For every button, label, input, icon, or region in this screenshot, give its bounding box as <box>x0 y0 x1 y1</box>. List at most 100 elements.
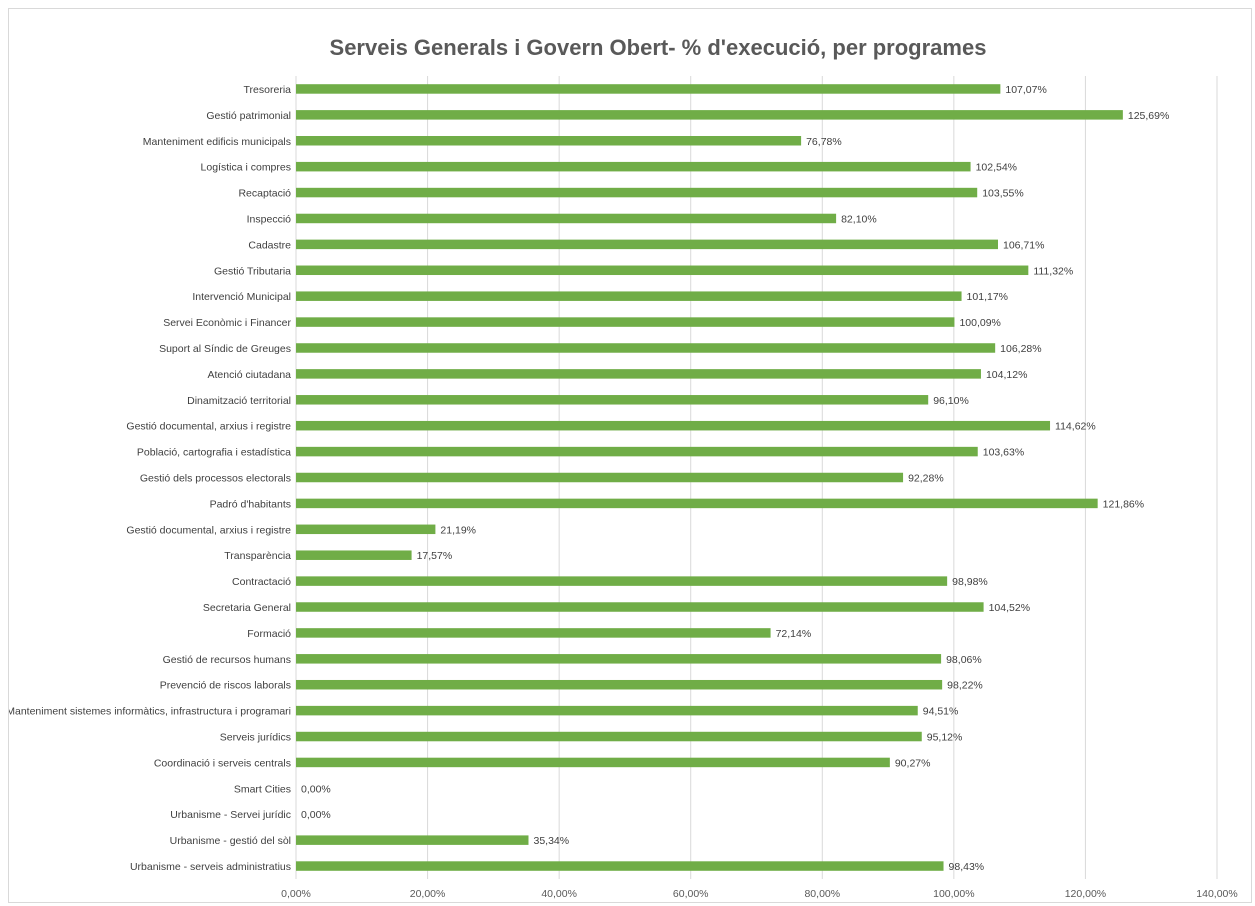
bar <box>296 835 529 845</box>
x-tick-label: 100,00% <box>933 888 974 900</box>
bar <box>296 187 978 198</box>
bar <box>296 446 978 457</box>
bar <box>296 705 918 716</box>
data-label: 103,63% <box>983 447 1024 459</box>
category-label: Serveis jurídics <box>220 732 291 744</box>
bar <box>296 576 948 586</box>
data-label: 76,78% <box>806 136 842 148</box>
category-label: Gestió documental, arxius i registre <box>126 421 291 433</box>
category-label: Padró d'habitants <box>210 498 291 510</box>
bar-chart: Serveis Generals i Govern Obert- % d'exe… <box>9 35 1238 900</box>
data-label: 106,28% <box>1000 343 1041 355</box>
bar <box>296 861 944 871</box>
category-label: Tresoreria <box>244 84 292 96</box>
data-label: 98,06% <box>946 654 982 666</box>
category-label: Prevenció de riscos laborals <box>160 680 291 692</box>
data-label: 114,62% <box>1055 421 1096 433</box>
category-label: Gestió dels processos electorals <box>140 473 291 485</box>
x-tick-label: 60,00% <box>673 888 709 900</box>
category-label: Atenció ciutadana <box>208 369 292 381</box>
bar <box>296 291 962 301</box>
data-label: 90,27% <box>895 757 931 769</box>
bar <box>296 550 412 560</box>
bar <box>296 679 943 690</box>
bar <box>296 343 996 353</box>
category-label: Servei Econòmic i Financer <box>163 317 291 329</box>
data-label: 98,98% <box>952 576 988 588</box>
bar <box>296 161 971 172</box>
bar <box>296 239 998 250</box>
bar <box>296 498 1098 509</box>
bar <box>296 757 890 768</box>
bar <box>296 654 942 664</box>
data-label: 98,22% <box>947 680 983 692</box>
category-label: Manteniment edificis municipals <box>143 136 291 148</box>
x-tick-label: 40,00% <box>541 888 577 900</box>
x-tick-label: 140,00% <box>1196 888 1237 900</box>
x-tick-label: 80,00% <box>804 888 840 900</box>
category-label: Intervenció Municipal <box>192 291 291 303</box>
data-label: 0,00% <box>301 783 331 795</box>
bar <box>296 602 984 612</box>
category-label: Gestió Tributaria <box>214 265 291 277</box>
category-label: Urbanisme - serveis administratius <box>130 861 291 873</box>
data-label: 82,10% <box>841 213 877 225</box>
data-label: 104,12% <box>986 369 1027 381</box>
category-label: Contractació <box>232 576 291 588</box>
bar <box>296 317 955 327</box>
bar <box>296 84 1001 94</box>
data-label: 111,32% <box>1033 265 1073 277</box>
bar <box>296 136 802 146</box>
category-label: Recaptació <box>238 188 291 200</box>
x-tick-label: 120,00% <box>1065 888 1106 900</box>
data-label: 106,71% <box>1003 239 1044 251</box>
category-label: Urbanisme - Servei jurídic <box>170 809 291 821</box>
x-tick-label: 20,00% <box>410 888 446 900</box>
bar <box>296 472 904 483</box>
data-label: 104,52% <box>989 602 1030 614</box>
category-label: Transparència <box>224 550 291 562</box>
category-label: Gestió documental, arxius i registre <box>126 524 291 536</box>
category-label: Gestió patrimonial <box>206 110 291 122</box>
data-label: 92,28% <box>908 473 944 485</box>
category-label: Urbanisme - gestió del sòl <box>170 835 291 847</box>
category-label: Cadastre <box>248 239 291 251</box>
category-label: Dinamització territorial <box>187 395 291 407</box>
bar <box>296 420 1051 431</box>
category-label: Logística i compres <box>201 162 291 174</box>
bar <box>296 110 1123 120</box>
data-label: 17,57% <box>417 550 453 562</box>
data-label: 101,17% <box>967 291 1008 303</box>
category-label: Coordinació i serveis centrals <box>154 757 291 769</box>
x-axis-tick-labels: 0,00% 20,00% 40,00% 60,00% 80,00% 100,00% 120,… <box>281 888 1238 900</box>
data-label: 0,00% <box>301 809 331 821</box>
category-label: Formació <box>247 628 291 640</box>
data-label: 98,43% <box>949 861 985 873</box>
x-tick-label: 0,00% <box>281 888 311 900</box>
chart-area: Serveis Generals i Govern Obert- % d'exe… <box>8 8 1252 903</box>
bar <box>296 731 922 742</box>
category-label: Inspecció <box>247 213 292 225</box>
category-label: Manteniment sistemes informàtics, infras… <box>9 706 291 718</box>
category-label: Gestió de recursos humans <box>163 654 291 666</box>
category-label: Suport al Síndic de Greuges <box>159 343 291 355</box>
bar <box>296 524 436 535</box>
bar <box>296 369 981 379</box>
data-label: 121,86% <box>1103 498 1144 510</box>
data-label: 72,14% <box>776 628 812 640</box>
bar <box>296 213 837 224</box>
chart-title: Serveis Generals i Govern Obert- % d'exe… <box>330 35 987 60</box>
bar <box>296 628 771 638</box>
data-label: 21,19% <box>440 524 476 536</box>
data-label: 102,54% <box>976 162 1017 174</box>
category-label: Secretaria General <box>203 602 291 614</box>
bar <box>296 395 929 405</box>
category-labels: Tresoreria Gestió patrimonial Manteniment … <box>9 84 291 873</box>
bars <box>296 84 1123 871</box>
data-label: 35,34% <box>533 835 569 847</box>
data-label: 107,07% <box>1005 84 1046 96</box>
data-label: 96,10% <box>933 395 969 407</box>
bar <box>296 265 1029 276</box>
data-label: 100,09% <box>959 317 1000 329</box>
data-label: 94,51% <box>923 706 959 718</box>
